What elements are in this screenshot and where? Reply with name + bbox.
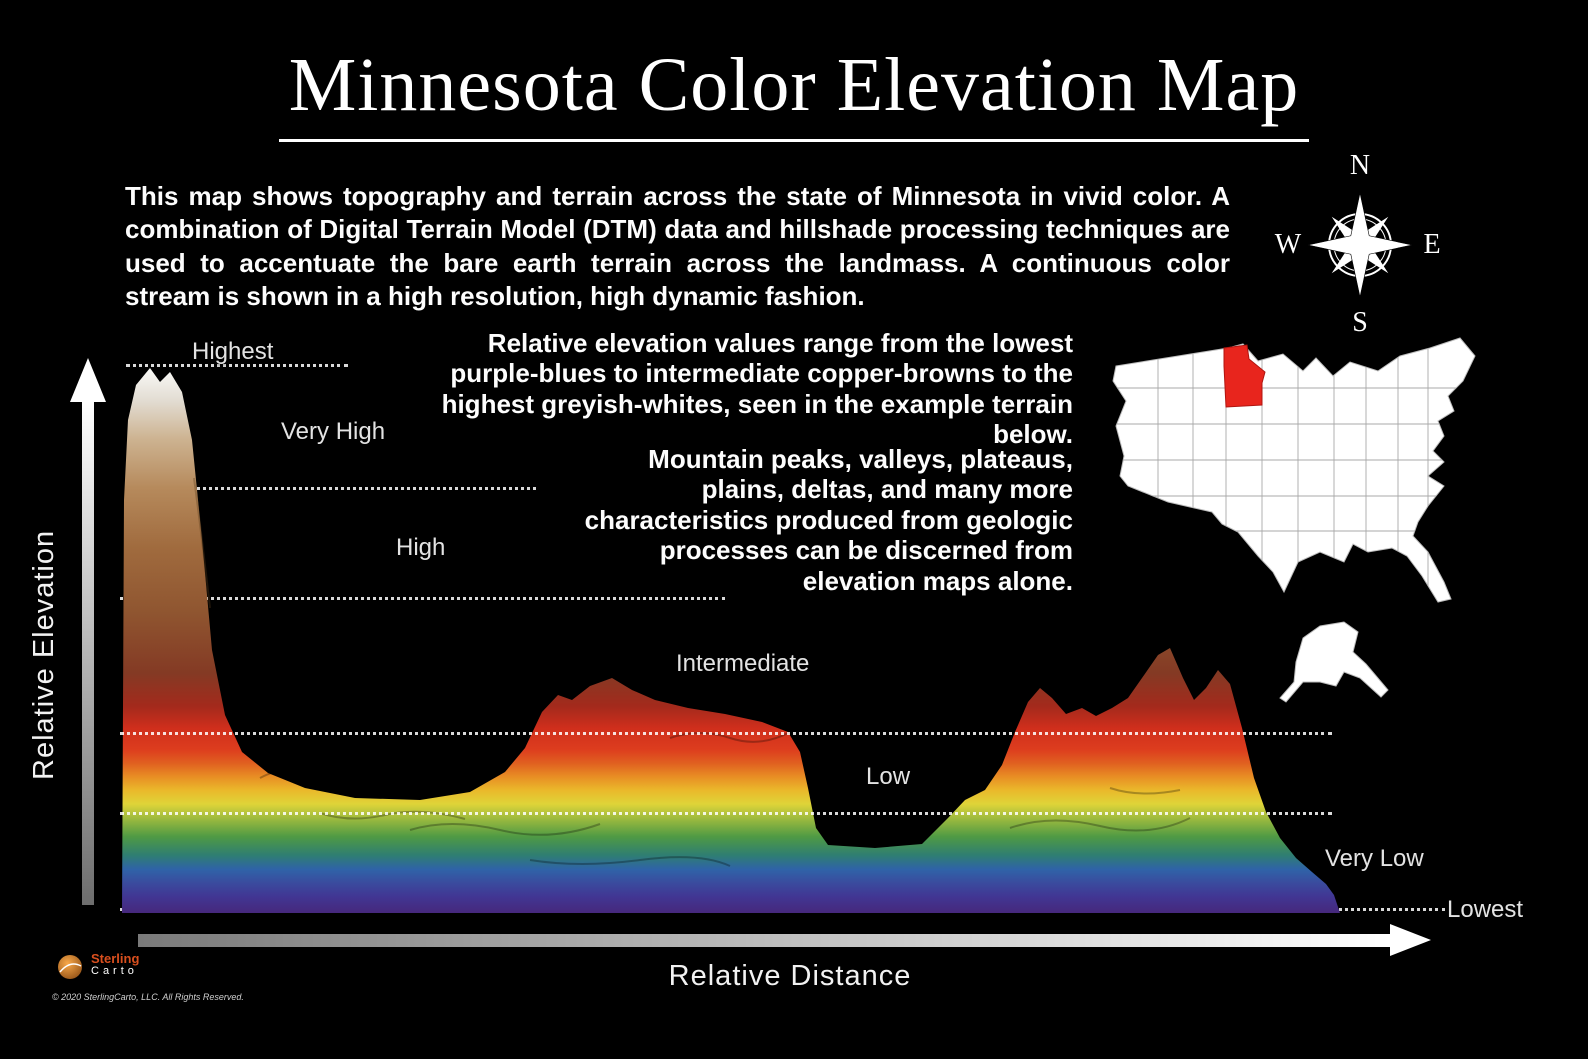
distance-axis-arrow-icon (138, 924, 1431, 956)
brand-text: Sterling Carto (91, 952, 139, 977)
dotted-line-low (120, 812, 1332, 815)
alaska-outline (1279, 621, 1389, 703)
dotted-line-intermediate (120, 732, 1332, 735)
brand-line1: Sterling (91, 951, 140, 966)
terrain-profile (122, 368, 1340, 913)
compass-label-north: N (1350, 150, 1370, 181)
dotted-line-very-high (126, 487, 536, 490)
compass-major-star (1307, 192, 1413, 298)
elevation-label-high: High (396, 534, 446, 561)
usa-locator-map (1112, 337, 1476, 703)
title-wrap: Minnesota Color Elevation Map (0, 42, 1588, 142)
dotted-line-high (120, 597, 725, 600)
compass-label-west: W (1275, 229, 1302, 260)
elevation-label-intermediate: Intermediate (676, 650, 810, 677)
terrain-texture (193, 477, 1191, 867)
intro-paragraph: This map shows topography and terrain ac… (125, 181, 1230, 311)
elevation-label-lowest: Lowest (1447, 896, 1524, 923)
compass-label-south: S (1352, 307, 1368, 338)
sterling-carto-logo-icon (58, 955, 82, 979)
elevation-axis-arrow-icon (70, 358, 106, 905)
sterling-carto-logo: Sterling Carto (55, 952, 139, 982)
page-title: Minnesota Color Elevation Map (278, 42, 1310, 142)
elevation-label-low: Low (866, 763, 911, 790)
elevation-label-very-high: Very High (281, 418, 386, 445)
x-axis-label: Relative Distance (668, 960, 912, 992)
brand-line2: Carto (91, 965, 138, 977)
compass-rose-icon: N E S W (1275, 150, 1441, 338)
terrain-cross-section (122, 368, 1340, 913)
elevation-paragraph: Relative elevation values range from the… (441, 328, 1073, 450)
y-axis-label: Relative Elevation (28, 529, 60, 780)
dotted-line-highest (126, 364, 348, 367)
elevation-label-highest: Highest (192, 338, 274, 365)
minnesota-highlight (1223, 344, 1266, 408)
features-paragraph: Mountain peaks, valleys, plateaus, plain… (584, 444, 1073, 596)
elevation-label-very-low: Very Low (1325, 845, 1424, 872)
copyright-text: © 2020 SterlingCarto, LLC. All Rights Re… (52, 992, 244, 1002)
compass-label-east: E (1423, 229, 1440, 260)
